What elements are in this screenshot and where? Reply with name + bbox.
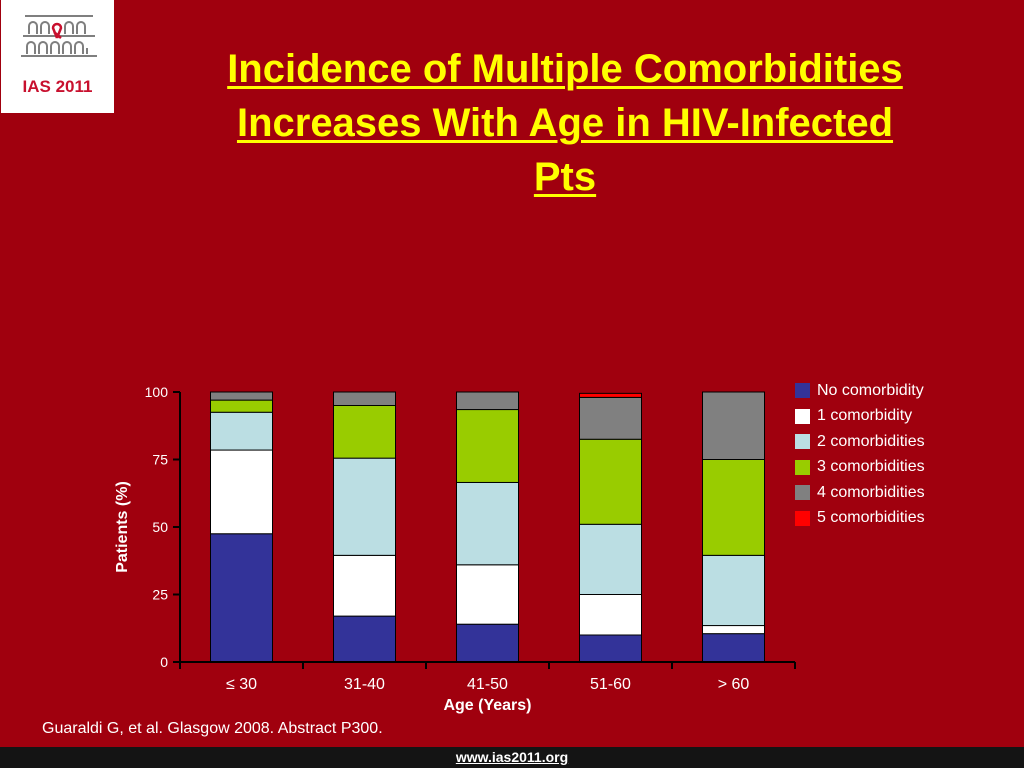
logo-text: IAS 2011	[22, 77, 93, 96]
legend-item-1: No comorbidity	[795, 378, 925, 404]
legend-item-3: 2 comorbidities	[795, 429, 925, 455]
x-tick-label-3: 41-50	[467, 676, 508, 693]
bar-segment-4-5	[579, 396, 642, 440]
bar-segment-3-4	[456, 409, 519, 483]
y-tick-label-4: 75	[152, 452, 168, 468]
y-tick-label-1: 0	[160, 654, 168, 670]
bar-segment-4-6	[579, 392, 642, 398]
bar-segment-2-5	[333, 391, 396, 406]
bar-segment-1-5	[210, 391, 273, 401]
bar-segment-2-3	[333, 457, 396, 556]
bar-segment-5-2	[702, 625, 765, 635]
legend-label-1: No comorbidity	[817, 381, 924, 399]
chart-legend: No comorbidity 1 comorbidity 2 comorbiditi…	[795, 378, 925, 531]
legend-label-5: 4 comorbidities	[817, 483, 925, 501]
bar-segment-2-4	[333, 405, 396, 459]
bar-segment-1-3	[210, 411, 273, 451]
legend-swatch-4	[795, 459, 810, 475]
bar-segment-4-4	[579, 438, 642, 525]
title-line-1: Incidence of Multiple Comorbidities	[227, 47, 903, 91]
bar-segment-4-1	[579, 634, 642, 663]
bar-segment-3-3	[456, 481, 519, 566]
bar-segment-3-2	[456, 564, 519, 625]
y-tick-label-2: 25	[152, 587, 168, 603]
bar-segment-4-3	[579, 523, 642, 595]
colosseum-icon	[21, 15, 97, 57]
bar-segment-3-5	[456, 391, 519, 411]
legend-label-4: 3 comorbidities	[817, 458, 925, 476]
bar-segment-1-2	[210, 449, 273, 535]
bar-segment-2-1	[333, 615, 396, 663]
legend-swatch-2	[795, 408, 810, 424]
legend-label-2: 1 comorbidity	[817, 407, 913, 425]
y-tick-label-3: 50	[152, 519, 168, 535]
legend-swatch-3	[795, 434, 810, 450]
x-tick-label-5: > 60	[718, 676, 750, 693]
bar-segment-4-2	[579, 594, 642, 636]
bar-segment-1-1	[210, 533, 273, 663]
title-line-2: Increases With Age in HIV-Infected	[236, 101, 894, 145]
legend-swatch-6	[795, 510, 810, 526]
bar-segment-5-3	[702, 554, 765, 627]
legend-swatch-5	[795, 485, 810, 501]
page-title: Incidence of Multiple Comorbidities Incr…	[150, 42, 980, 204]
x-tick-label-2: 31-40	[344, 676, 385, 693]
bar-segment-5-5	[702, 391, 765, 460]
x-tick-label-4: 51-60	[590, 676, 631, 693]
bar-segment-2-2	[333, 554, 396, 617]
legend-swatch-1	[795, 383, 810, 399]
title-line-3: Pts	[533, 155, 597, 199]
x-tick-label-1: ≤ 30	[226, 676, 257, 693]
ias-2011-logo: IAS 2011	[1, 0, 114, 113]
bar-segment-5-4	[702, 459, 765, 556]
bar-segment-1-4	[210, 399, 273, 413]
citation: Guaraldi G, et al. Glasgow 2008. Abstrac…	[42, 720, 383, 737]
y-tick-label-5: 100	[145, 384, 169, 400]
footer-url-link[interactable]: www.ias2011.org	[455, 749, 569, 765]
legend-item-5: 4 comorbidities	[795, 480, 925, 506]
legend-label-6: 5 comorbidities	[817, 509, 925, 527]
footer-bar: www.ias2011.org	[0, 747, 1024, 768]
red-ribbon-icon	[51, 22, 63, 39]
bar-segment-3-1	[456, 623, 519, 663]
y-axis-label: Patients (%)	[114, 481, 131, 573]
legend-item-6: 5 comorbidities	[795, 506, 925, 532]
legend-label-3: 2 comorbidities	[817, 432, 925, 450]
legend-item-2: 1 comorbidity	[795, 404, 925, 430]
legend-item-4: 3 comorbidities	[795, 455, 925, 481]
x-axis-label: Age (Years)	[443, 697, 531, 714]
bar-segment-5-1	[702, 633, 765, 663]
